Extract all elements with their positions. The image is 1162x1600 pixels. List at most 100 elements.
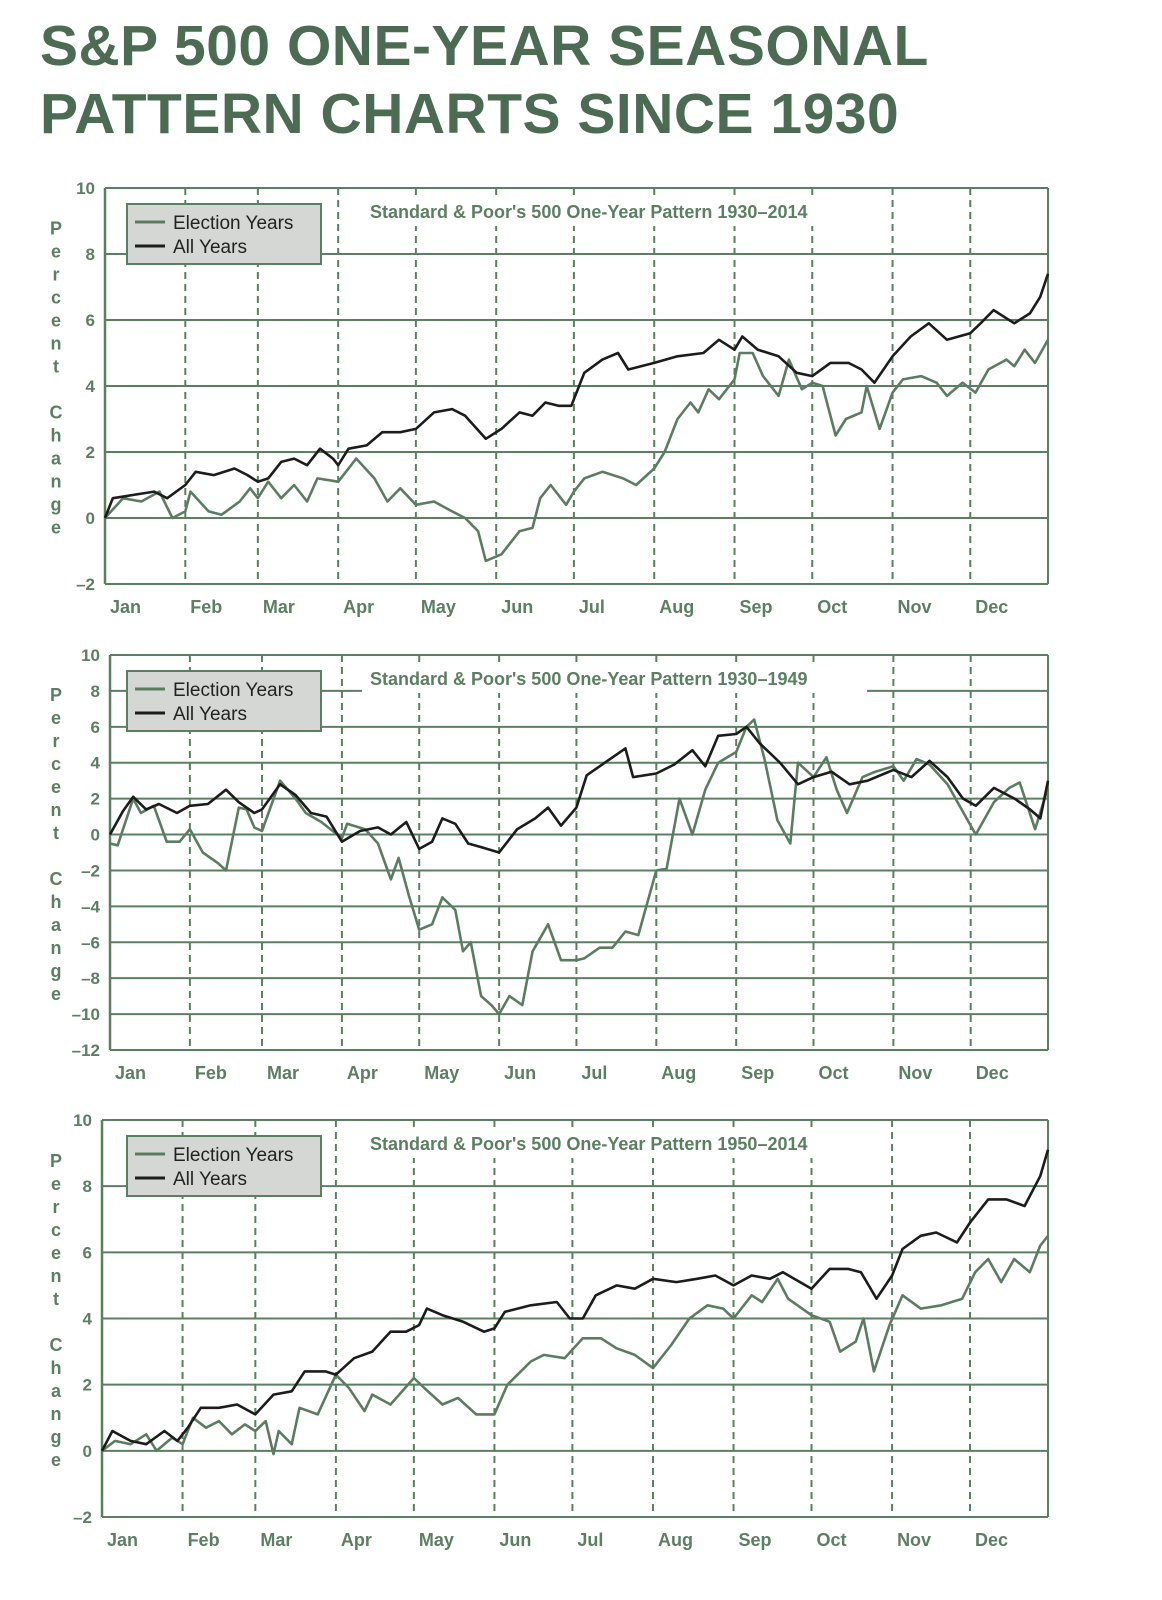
y-tick-label: 4 <box>86 377 96 396</box>
legend-label: Election Years <box>173 1145 293 1166</box>
y-tick-label: –2 <box>76 575 95 594</box>
x-tick-label: Jun <box>504 1063 536 1083</box>
y-axis-label-letter: e <box>51 1243 61 1263</box>
series-line-all-years <box>108 725 1050 854</box>
x-tick-label: Sep <box>740 597 773 617</box>
chart-title: Standard & Poor's 500 One-Year Pattern 1… <box>370 202 808 222</box>
y-axis-label-letter: e <box>51 984 61 1004</box>
x-tick-label: May <box>421 597 456 617</box>
y-axis-label-letter: P <box>50 1151 62 1171</box>
y-axis-label-letter <box>53 1312 58 1332</box>
y-tick-label: –8 <box>81 969 100 988</box>
x-tick-label: Jul <box>579 597 605 617</box>
y-tick-label: 6 <box>86 311 95 330</box>
y-axis-label-letter: e <box>51 242 61 262</box>
y-axis-label-letter: e <box>51 1174 61 1194</box>
legend: Election Years All Years <box>126 1135 322 1197</box>
x-tick-label: Feb <box>195 1063 227 1083</box>
series-line-election-years <box>101 1234 1050 1456</box>
y-axis-label-letter <box>53 846 58 866</box>
y-axis-label-letter: n <box>51 800 62 820</box>
y-tick-label: –4 <box>81 897 100 916</box>
x-tick-label: Sep <box>739 1530 772 1550</box>
y-axis-label-letter: C <box>50 1335 63 1355</box>
x-tick-label: Nov <box>898 597 932 617</box>
y-axis-label-letter: g <box>51 1427 62 1447</box>
y-tick-label: 2 <box>83 1376 92 1395</box>
y-axis-label-letter: n <box>51 1266 62 1286</box>
chart-title: Standard & Poor's 500 One-Year Pattern 1… <box>370 1134 808 1154</box>
x-tick-label: Sep <box>741 1063 774 1083</box>
y-tick-label: 2 <box>86 443 95 462</box>
y-tick-label: 8 <box>91 682 100 701</box>
x-tick-label: Apr <box>347 1063 378 1083</box>
y-axis-label-letter: C <box>50 869 63 889</box>
y-axis-label-letter: h <box>51 1358 62 1378</box>
y-axis-label-letter: r <box>52 731 59 751</box>
y-tick-label: 4 <box>91 754 101 773</box>
y-axis-label-letter <box>53 380 58 400</box>
y-tick-label: 0 <box>91 826 100 845</box>
x-tick-label: Mar <box>263 597 295 617</box>
y-tick-label: –10 <box>72 1005 100 1024</box>
y-axis-label-letter: n <box>51 472 62 492</box>
legend-label: All Years <box>173 1169 247 1190</box>
legend-label: All Years <box>173 704 247 725</box>
y-axis-label-letter: P <box>50 685 62 705</box>
y-tick-label: 0 <box>86 509 95 528</box>
y-axis-label-letter: t <box>53 357 59 377</box>
x-tick-label: Dec <box>975 597 1008 617</box>
legend: Election Years All Years <box>126 203 322 265</box>
x-tick-label: Jun <box>499 1530 531 1550</box>
y-tick-label: 8 <box>83 1177 92 1196</box>
chart-title-background <box>362 1130 867 1158</box>
y-tick-label: 0 <box>83 1442 92 1461</box>
x-tick-label: Aug <box>661 1063 696 1083</box>
y-tick-label: –2 <box>81 861 100 880</box>
legend-label: Election Years <box>173 213 293 234</box>
y-axis-label-letter: c <box>51 754 61 774</box>
y-axis-label-letter: c <box>51 288 61 308</box>
series-line-election-years <box>109 718 1050 1016</box>
series-line-all-years <box>100 1149 1050 1452</box>
legend-box <box>126 1135 322 1197</box>
x-tick-label: Mar <box>260 1530 292 1550</box>
y-axis-label-letter: a <box>51 449 62 469</box>
x-tick-label: Jan <box>110 597 141 617</box>
x-tick-label: Oct <box>817 597 847 617</box>
y-tick-label: –2 <box>73 1508 92 1527</box>
x-tick-label: Dec <box>976 1063 1009 1083</box>
x-tick-label: Dec <box>975 1530 1008 1550</box>
y-axis-label-letter: a <box>51 915 62 935</box>
y-axis-label-letter: n <box>51 1404 62 1424</box>
y-tick-label: 10 <box>73 1111 92 1130</box>
chart-title-background <box>362 198 867 226</box>
y-tick-label: 8 <box>86 245 95 264</box>
x-tick-label: Mar <box>267 1063 299 1083</box>
y-axis-label-letter: n <box>51 334 62 354</box>
y-axis-label-letter: e <box>51 777 61 797</box>
y-axis-label-letter: e <box>51 708 61 728</box>
x-tick-label: Feb <box>190 597 222 617</box>
x-tick-label: May <box>424 1063 459 1083</box>
y-axis-label-letter: t <box>53 1289 59 1309</box>
y-axis-label-letter: C <box>50 403 63 423</box>
y-axis-label-letter: a <box>51 1381 62 1401</box>
x-tick-label: Jan <box>107 1530 138 1550</box>
legend-box <box>126 203 322 265</box>
legend-label: All Years <box>173 237 247 258</box>
y-axis-label-letter: r <box>52 1197 59 1217</box>
page-title-line-1: S&P 500 ONE-YEAR SEASONAL <box>40 14 929 78</box>
chart-2: 10 8 6 4 2 0 –2 –4 –6 –8 –10 –12 Jan Feb Mar Apr May Jun J… <box>50 646 1050 1083</box>
y-axis-label-letter: t <box>53 823 59 843</box>
chart-title: Standard & Poor's 500 One-Year Pattern 1… <box>370 669 808 689</box>
x-tick-label: May <box>419 1530 454 1550</box>
y-axis-label-letter: P <box>50 219 62 239</box>
series-line-election-years <box>104 339 1050 563</box>
y-axis-label-letter: g <box>51 961 62 981</box>
y-tick-label: 6 <box>83 1243 92 1262</box>
y-tick-label: –6 <box>81 933 100 952</box>
